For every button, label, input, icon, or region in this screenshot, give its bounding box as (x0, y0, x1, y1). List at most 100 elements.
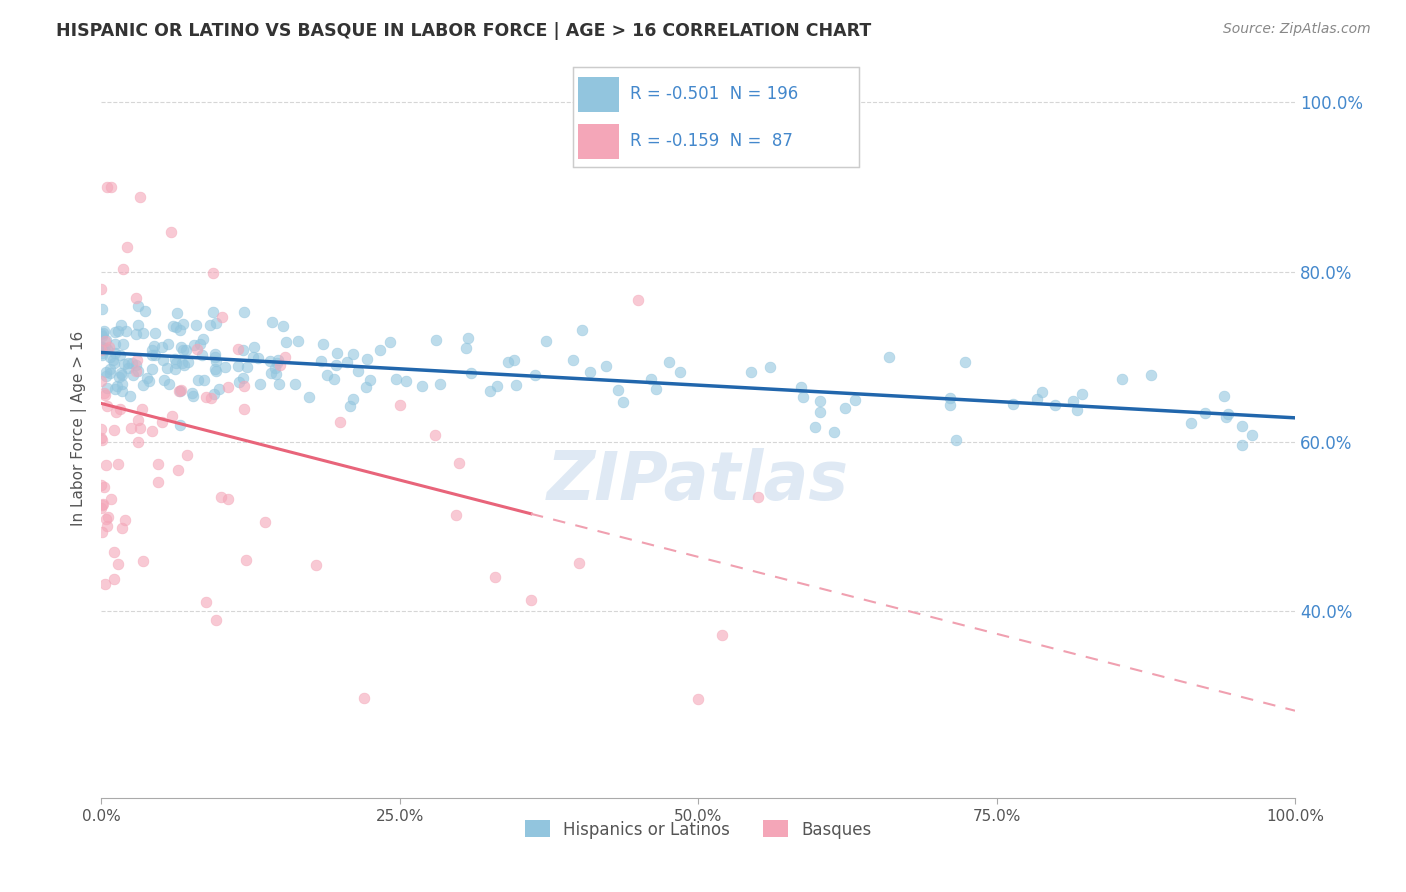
Point (112, 357, 135, 371)
Point (266, 356, 288, 370)
Point (226, 359, 249, 373)
Point (90, 422, 112, 436)
Point (127, 413, 149, 427)
Point (165, 319, 187, 334)
Point (93, 386, 115, 401)
Point (134, 304, 156, 318)
Point (156, 360, 179, 375)
Point (114, 513, 136, 527)
Point (607, 383, 630, 397)
Point (342, 392, 364, 407)
Point (658, 355, 681, 369)
Point (202, 266, 225, 280)
Point (96, 509, 118, 524)
Point (93, 324, 115, 338)
Point (200, 391, 222, 405)
Point (115, 324, 138, 338)
Point (792, 390, 814, 404)
Point (125, 327, 148, 342)
Point (359, 373, 381, 387)
Point (264, 360, 287, 375)
Point (202, 305, 225, 319)
Point (747, 490, 769, 504)
Point (96, 342, 118, 356)
Point (449, 456, 471, 470)
Point (108, 348, 131, 362)
Point (354, 380, 377, 394)
Point (111, 521, 134, 535)
Point (955, 355, 977, 369)
Point (267, 376, 290, 391)
Point (834, 401, 856, 416)
Point (808, 394, 831, 409)
Point (503, 353, 526, 368)
Point (1002, 397, 1025, 411)
Point (456, 341, 478, 355)
Point (104, 336, 127, 351)
Point (125, 352, 148, 367)
Point (520, 592, 543, 607)
Point (142, 339, 165, 353)
Point (193, 374, 215, 388)
Point (100, 180, 122, 194)
Point (90, 327, 112, 342)
Point (368, 343, 391, 357)
Point (98, 366, 121, 380)
Point (91, 328, 114, 343)
Point (98, 362, 121, 376)
Point (259, 354, 281, 368)
Point (94, 365, 117, 379)
Point (90, 434, 112, 448)
Point (595, 359, 617, 374)
Point (91, 499, 114, 513)
Point (204, 362, 226, 376)
Point (271, 319, 294, 334)
Point (172, 343, 194, 357)
Point (228, 375, 250, 389)
Point (226, 343, 249, 357)
Point (143, 326, 166, 340)
Point (110, 366, 132, 380)
Point (157, 377, 180, 392)
Point (260, 315, 283, 329)
Point (90, 501, 112, 516)
Point (143, 348, 166, 362)
Point (96, 381, 118, 395)
Point (108, 370, 131, 384)
Point (141, 343, 163, 357)
Point (209, 490, 232, 504)
Point (90, 375, 112, 389)
Point (1218, 407, 1240, 421)
Point (444, 508, 467, 522)
Point (1111, 372, 1133, 386)
Point (260, 366, 283, 380)
Point (111, 384, 134, 399)
Point (127, 434, 149, 449)
Point (686, 692, 709, 706)
Point (132, 378, 155, 392)
Point (568, 556, 591, 570)
Point (104, 325, 127, 339)
Point (1043, 398, 1066, 412)
Point (339, 399, 361, 413)
Text: Source: ZipAtlas.com: Source: ZipAtlas.com (1223, 22, 1371, 37)
Point (160, 409, 183, 423)
Point (186, 343, 208, 357)
Point (160, 226, 183, 240)
Point (740, 365, 762, 379)
Point (91, 346, 114, 360)
Point (194, 595, 217, 609)
Point (425, 428, 447, 442)
Point (111, 377, 134, 392)
Point (267, 353, 290, 368)
Point (120, 421, 142, 435)
Point (411, 379, 433, 393)
Point (150, 415, 173, 429)
Point (274, 335, 297, 350)
Point (111, 336, 134, 351)
Point (136, 371, 159, 385)
Point (98, 350, 121, 364)
Point (478, 384, 501, 398)
Point (90, 281, 112, 295)
Point (176, 448, 198, 462)
